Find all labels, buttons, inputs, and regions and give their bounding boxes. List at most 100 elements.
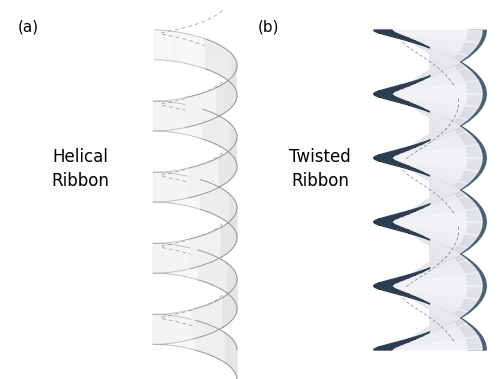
Polygon shape (374, 93, 393, 94)
Polygon shape (419, 268, 430, 272)
Polygon shape (230, 123, 237, 171)
Polygon shape (174, 31, 206, 69)
Polygon shape (375, 95, 395, 97)
Polygon shape (378, 218, 398, 219)
Polygon shape (378, 97, 398, 98)
Polygon shape (468, 158, 486, 164)
Polygon shape (444, 57, 461, 62)
Polygon shape (399, 339, 415, 341)
Polygon shape (153, 172, 161, 202)
Polygon shape (410, 240, 450, 275)
Polygon shape (451, 248, 470, 254)
Polygon shape (437, 116, 451, 121)
Polygon shape (378, 282, 398, 283)
Text: Twisted
Ribbon: Twisted Ribbon (289, 147, 351, 191)
Polygon shape (438, 131, 452, 136)
Polygon shape (394, 249, 466, 280)
Polygon shape (190, 227, 221, 269)
Polygon shape (457, 242, 477, 248)
Polygon shape (468, 94, 486, 100)
Polygon shape (420, 140, 430, 144)
Polygon shape (160, 97, 186, 131)
Polygon shape (418, 44, 430, 48)
Polygon shape (457, 260, 476, 266)
Polygon shape (430, 136, 442, 140)
Polygon shape (410, 176, 450, 211)
Polygon shape (375, 348, 395, 349)
Polygon shape (390, 341, 409, 344)
Polygon shape (382, 225, 478, 248)
Polygon shape (457, 306, 477, 312)
Polygon shape (465, 337, 485, 343)
Polygon shape (430, 264, 441, 268)
Polygon shape (452, 120, 470, 125)
Polygon shape (462, 43, 482, 50)
Polygon shape (465, 100, 485, 107)
Polygon shape (383, 34, 403, 36)
Polygon shape (419, 204, 430, 208)
Polygon shape (462, 138, 482, 144)
Polygon shape (153, 314, 166, 345)
Polygon shape (378, 154, 398, 155)
Polygon shape (390, 100, 408, 102)
Polygon shape (438, 180, 452, 185)
Polygon shape (393, 228, 467, 259)
Polygon shape (468, 30, 486, 36)
Polygon shape (430, 48, 440, 52)
Polygon shape (462, 299, 482, 306)
Polygon shape (375, 91, 395, 93)
Polygon shape (451, 62, 469, 68)
Polygon shape (226, 263, 237, 310)
Polygon shape (153, 243, 162, 273)
Polygon shape (375, 283, 395, 285)
Polygon shape (419, 300, 430, 304)
Text: (a): (a) (18, 19, 39, 34)
Polygon shape (430, 176, 441, 180)
Polygon shape (444, 318, 462, 323)
Polygon shape (154, 30, 174, 61)
Polygon shape (384, 216, 403, 218)
Polygon shape (438, 308, 452, 313)
Polygon shape (430, 304, 441, 308)
Polygon shape (419, 172, 430, 176)
Polygon shape (374, 222, 392, 223)
Polygon shape (410, 297, 450, 332)
Polygon shape (410, 304, 450, 339)
Polygon shape (408, 233, 422, 236)
Polygon shape (393, 36, 467, 67)
Polygon shape (162, 239, 190, 273)
Polygon shape (382, 33, 478, 56)
Polygon shape (378, 144, 482, 158)
Polygon shape (451, 312, 470, 318)
Polygon shape (378, 208, 482, 222)
Polygon shape (408, 41, 422, 44)
Polygon shape (408, 169, 422, 172)
Polygon shape (444, 249, 461, 254)
Polygon shape (378, 337, 482, 350)
Polygon shape (456, 68, 476, 74)
Polygon shape (393, 313, 467, 344)
Polygon shape (225, 333, 237, 379)
Polygon shape (382, 196, 478, 219)
Polygon shape (418, 108, 430, 112)
Polygon shape (398, 166, 415, 169)
Polygon shape (378, 90, 398, 91)
Polygon shape (390, 164, 409, 166)
Polygon shape (382, 161, 478, 184)
Polygon shape (383, 98, 403, 100)
Polygon shape (430, 72, 442, 76)
Polygon shape (375, 287, 395, 289)
Polygon shape (465, 36, 485, 43)
Polygon shape (468, 286, 486, 293)
Polygon shape (430, 328, 441, 332)
Polygon shape (465, 144, 485, 151)
Polygon shape (378, 94, 482, 107)
Polygon shape (393, 164, 467, 195)
Polygon shape (438, 195, 452, 200)
Polygon shape (390, 228, 409, 230)
Polygon shape (462, 107, 482, 114)
Polygon shape (398, 102, 415, 105)
Polygon shape (166, 315, 196, 350)
Polygon shape (451, 184, 470, 190)
Polygon shape (390, 150, 409, 152)
